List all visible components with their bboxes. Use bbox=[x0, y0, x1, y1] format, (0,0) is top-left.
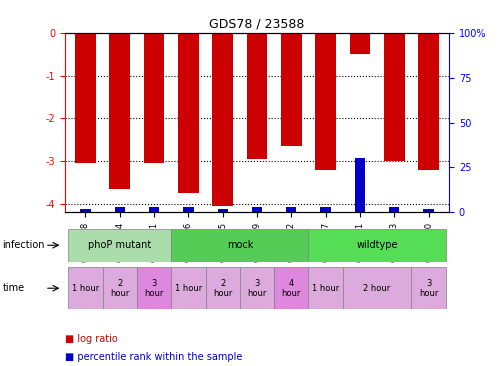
Bar bbox=[80, 209, 91, 212]
Bar bbox=[68, 229, 171, 262]
Bar bbox=[240, 267, 274, 309]
Text: 1 hour: 1 hour bbox=[312, 284, 339, 293]
Bar bbox=[286, 207, 296, 212]
Bar bbox=[115, 207, 125, 212]
Text: wildtype: wildtype bbox=[356, 240, 398, 250]
Text: mock: mock bbox=[227, 240, 253, 250]
Bar bbox=[320, 207, 331, 212]
Bar bbox=[411, 267, 446, 309]
Text: ■ percentile rank within the sample: ■ percentile rank within the sample bbox=[65, 352, 242, 362]
Bar bbox=[75, 33, 96, 163]
Bar bbox=[389, 207, 399, 212]
Bar bbox=[68, 267, 103, 309]
Bar bbox=[281, 33, 301, 146]
Bar bbox=[247, 33, 267, 159]
Bar bbox=[171, 267, 206, 309]
Bar bbox=[218, 209, 228, 212]
Text: 1 hour: 1 hour bbox=[72, 284, 99, 293]
Bar bbox=[183, 207, 194, 212]
Bar bbox=[423, 209, 434, 212]
Bar bbox=[418, 33, 439, 169]
Text: 2
hour: 2 hour bbox=[213, 279, 233, 298]
Bar bbox=[355, 158, 365, 212]
Text: infection: infection bbox=[2, 240, 45, 250]
Text: 4
hour: 4 hour bbox=[281, 279, 301, 298]
Bar bbox=[384, 33, 405, 161]
Title: GDS78 / 23588: GDS78 / 23588 bbox=[209, 17, 305, 30]
Bar bbox=[274, 267, 308, 309]
Text: 2 hour: 2 hour bbox=[363, 284, 391, 293]
Bar bbox=[103, 267, 137, 309]
Bar bbox=[206, 267, 240, 309]
Bar bbox=[350, 33, 370, 54]
Bar bbox=[137, 267, 171, 309]
Bar bbox=[178, 33, 199, 193]
Text: 3
hour: 3 hour bbox=[248, 279, 266, 298]
Bar bbox=[109, 33, 130, 189]
Bar bbox=[149, 207, 159, 212]
Text: 1 hour: 1 hour bbox=[175, 284, 202, 293]
Bar bbox=[343, 267, 411, 309]
Bar bbox=[308, 229, 446, 262]
Text: time: time bbox=[2, 283, 24, 293]
Bar bbox=[144, 33, 164, 163]
Bar bbox=[252, 207, 262, 212]
Bar bbox=[308, 267, 343, 309]
Text: 2
hour: 2 hour bbox=[110, 279, 129, 298]
Bar bbox=[315, 33, 336, 169]
Text: 3
hour: 3 hour bbox=[419, 279, 438, 298]
Text: phoP mutant: phoP mutant bbox=[88, 240, 151, 250]
Bar bbox=[213, 33, 233, 206]
Text: ■ log ratio: ■ log ratio bbox=[65, 333, 118, 344]
Bar bbox=[171, 229, 308, 262]
Text: 3
hour: 3 hour bbox=[144, 279, 164, 298]
